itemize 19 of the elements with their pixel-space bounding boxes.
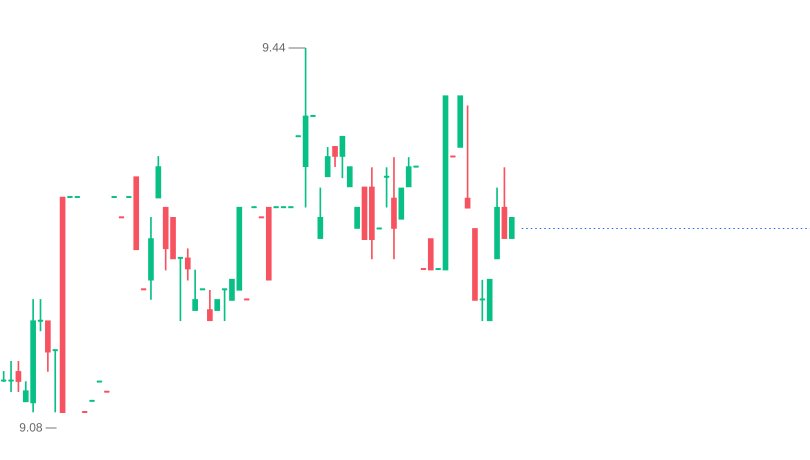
candlestick [428,238,434,270]
candlestick [60,196,66,413]
annotation: 9.44 [262,40,286,54]
candlestick [494,188,500,260]
candlestick [391,157,397,260]
text: 9.08 [19,420,43,434]
candlestick [148,216,154,300]
candlestick [486,278,493,322]
candlestick [508,216,515,239]
candlestick [214,299,220,311]
candlestick [346,166,353,188]
candlestick [332,146,338,167]
candlestick [442,95,448,270]
candlestick [457,95,464,148]
candlestick [133,176,140,250]
candlestick [266,206,272,281]
candlestick [472,228,478,301]
candlestick [398,188,404,220]
candlestick [354,206,360,229]
